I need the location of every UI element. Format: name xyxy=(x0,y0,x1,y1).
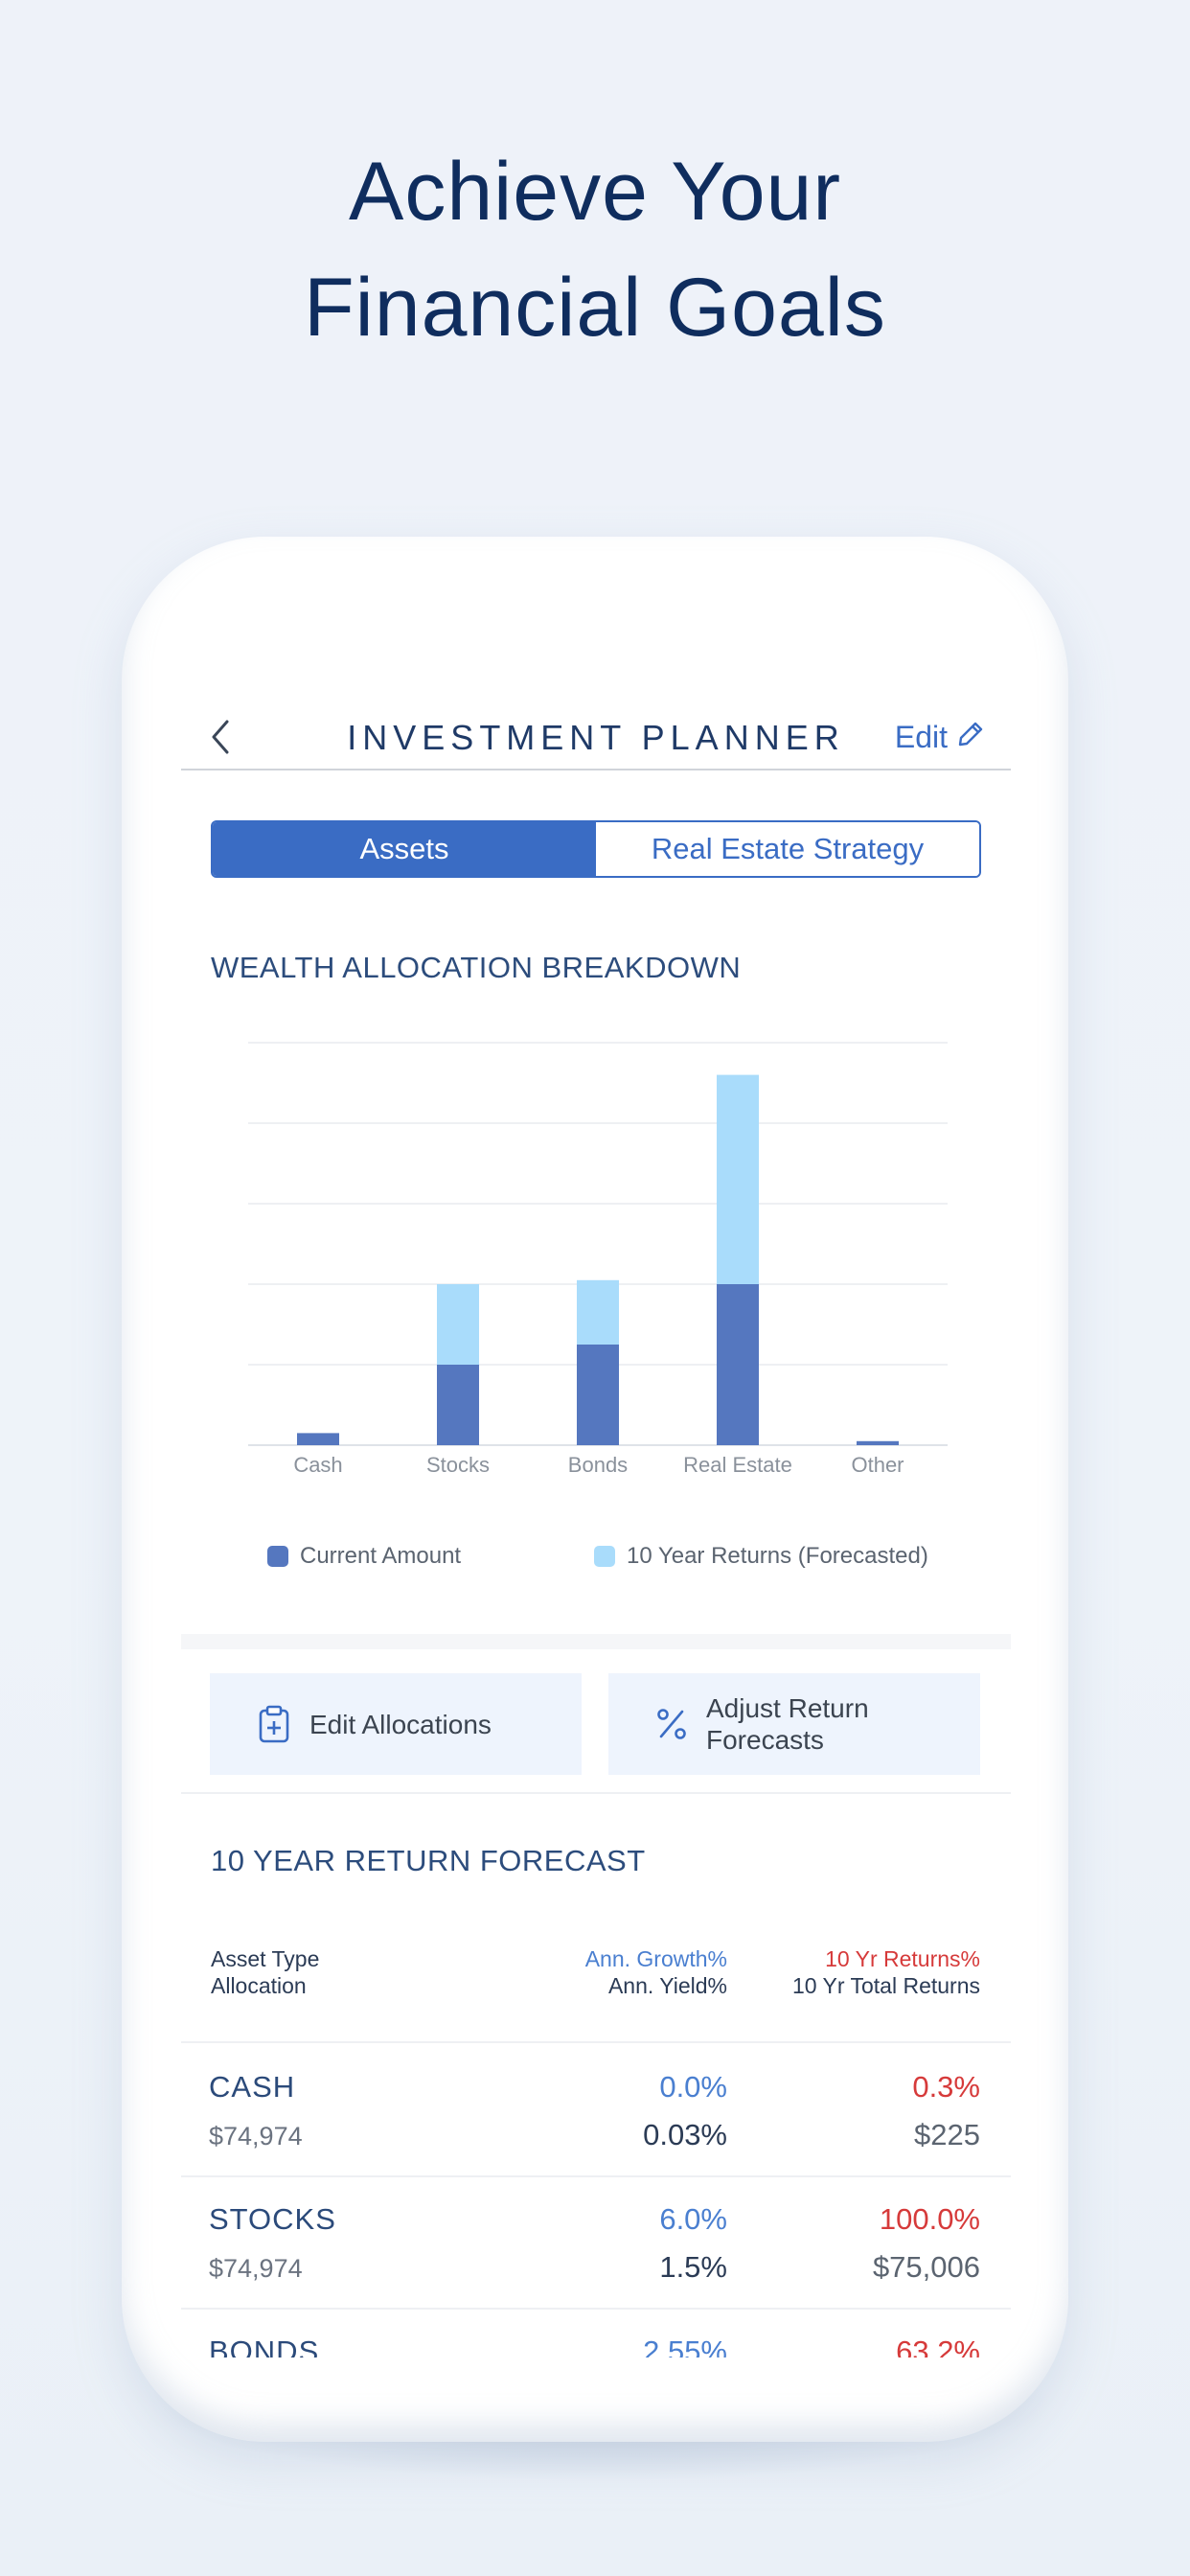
forecast-section-title: 10 YEAR RETURN FORECAST xyxy=(211,1844,646,1877)
row-returns-pct: 100.0% xyxy=(879,2202,980,2236)
row-growth: 0.0% xyxy=(659,2070,727,2104)
bar-bonds-series-0 xyxy=(577,1345,619,1445)
section-separator xyxy=(181,1634,1011,1649)
x-tick-label: Cash xyxy=(293,1453,342,1477)
x-tick-label: Bonds xyxy=(568,1453,628,1477)
chart-legend: Current Amount 10 Year Returns (Forecast… xyxy=(181,1543,1011,1581)
segmented-control: Assets Real Estate Strategy xyxy=(211,820,981,878)
row-asset-name: BONDS xyxy=(209,2334,320,2358)
header-asset-type-label: Asset Type xyxy=(211,1946,320,1971)
nav-bar: INVESTMENT PLANNER Edit xyxy=(181,704,1011,771)
bar-other-series-0 xyxy=(857,1440,899,1445)
bar-cash-series-0 xyxy=(297,1433,339,1445)
edit-label: Edit xyxy=(894,720,948,754)
headline-line-1: Achieve Your xyxy=(348,146,842,238)
chevron-left-icon[interactable] xyxy=(208,718,237,756)
edit-allocations-label: Edit Allocations xyxy=(309,1709,492,1739)
row-total-returns: $225 xyxy=(914,2118,980,2151)
bar-stocks-series-0 xyxy=(437,1365,479,1445)
adjust-forecasts-label: Adjust Return Forecasts xyxy=(706,1693,869,1755)
page-title: INVESTMENT PLANNER xyxy=(347,718,845,757)
pencil-icon xyxy=(957,720,984,755)
x-tick-label: Other xyxy=(851,1453,904,1477)
legend-item-current: Current Amount xyxy=(267,1543,461,1570)
legend-item-forecast: 10 Year Returns (Forecasted) xyxy=(594,1543,928,1570)
legend-swatch-forecast xyxy=(594,1546,615,1567)
headline: Achieve Your Financial Goals xyxy=(0,134,1190,366)
tab-real-estate-strategy[interactable]: Real Estate Strategy xyxy=(596,822,979,876)
row-total-returns: $75,006 xyxy=(872,2250,980,2284)
bar-real-estate-series-0 xyxy=(717,1284,759,1445)
divider xyxy=(181,2175,1011,2177)
divider xyxy=(181,1792,1011,1794)
header-returns-pct-label: 10 Yr Returns% xyxy=(825,1946,980,1971)
divider xyxy=(181,2308,1011,2310)
row-returns-pct: 0.3% xyxy=(912,2070,980,2104)
row-allocation: $74,974 xyxy=(209,2122,303,2150)
bar-stocks-series-1 xyxy=(437,1284,479,1365)
percent-icon xyxy=(656,1708,687,1740)
row-asset-name: STOCKS xyxy=(209,2202,336,2236)
wealth-section-title: WEALTH ALLOCATION BREAKDOWN xyxy=(211,951,742,984)
legend-swatch-current xyxy=(267,1546,288,1567)
x-tick-label: Stocks xyxy=(426,1453,490,1477)
row-yield: 1.5% xyxy=(659,2250,727,2284)
row-growth: 2.55% xyxy=(643,2334,727,2358)
clipboard-plus-icon xyxy=(258,1705,290,1743)
adjust-forecasts-button[interactable]: Adjust Return Forecasts xyxy=(608,1673,980,1775)
x-tick-label: Real Estate xyxy=(683,1453,792,1477)
header-allocation-label: Allocation xyxy=(211,1973,307,1998)
edit-allocations-button[interactable]: Edit Allocations xyxy=(210,1673,582,1775)
app-screen: INVESTMENT PLANNER Edit Assets Real Esta… xyxy=(181,537,1011,2358)
divider xyxy=(181,2041,1011,2043)
phone-frame: INVESTMENT PLANNER Edit Assets Real Esta… xyxy=(122,537,1068,2442)
bar-bonds-series-1 xyxy=(577,1279,619,1345)
legend-label-current: Current Amount xyxy=(300,1543,462,1569)
row-asset-name: CASH xyxy=(209,2070,296,2104)
row-returns-pct: 63.2% xyxy=(896,2334,980,2358)
header-ann-yield-label: Ann. Yield% xyxy=(607,1973,727,1998)
headline-line-2: Financial Goals xyxy=(304,262,886,354)
header-ann-growth-label: Ann. Growth% xyxy=(584,1946,727,1971)
bar-real-estate-series-1 xyxy=(717,1074,759,1284)
legend-label-forecast: 10 Year Returns (Forecasted) xyxy=(627,1543,928,1569)
row-yield: 0.03% xyxy=(643,2118,727,2151)
tab-assets[interactable]: Assets xyxy=(213,822,596,876)
row-growth: 6.0% xyxy=(659,2202,727,2236)
edit-button[interactable]: Edit xyxy=(895,720,984,755)
wealth-allocation-chart: Cash Stocks Bonds Real Estate Other xyxy=(248,1042,948,1477)
header-asset-type: Asset Type Allocation xyxy=(211,1945,319,1999)
header-growth: Ann. Growth% Ann. Yield% xyxy=(585,1945,727,1999)
header-total-returns-label: 10 Yr Total Returns xyxy=(791,1973,980,1998)
header-returns: 10 Yr Returns% 10 Yr Total Returns xyxy=(792,1945,980,1999)
row-allocation: $74,974 xyxy=(209,2254,303,2283)
nav-divider xyxy=(181,769,1011,770)
